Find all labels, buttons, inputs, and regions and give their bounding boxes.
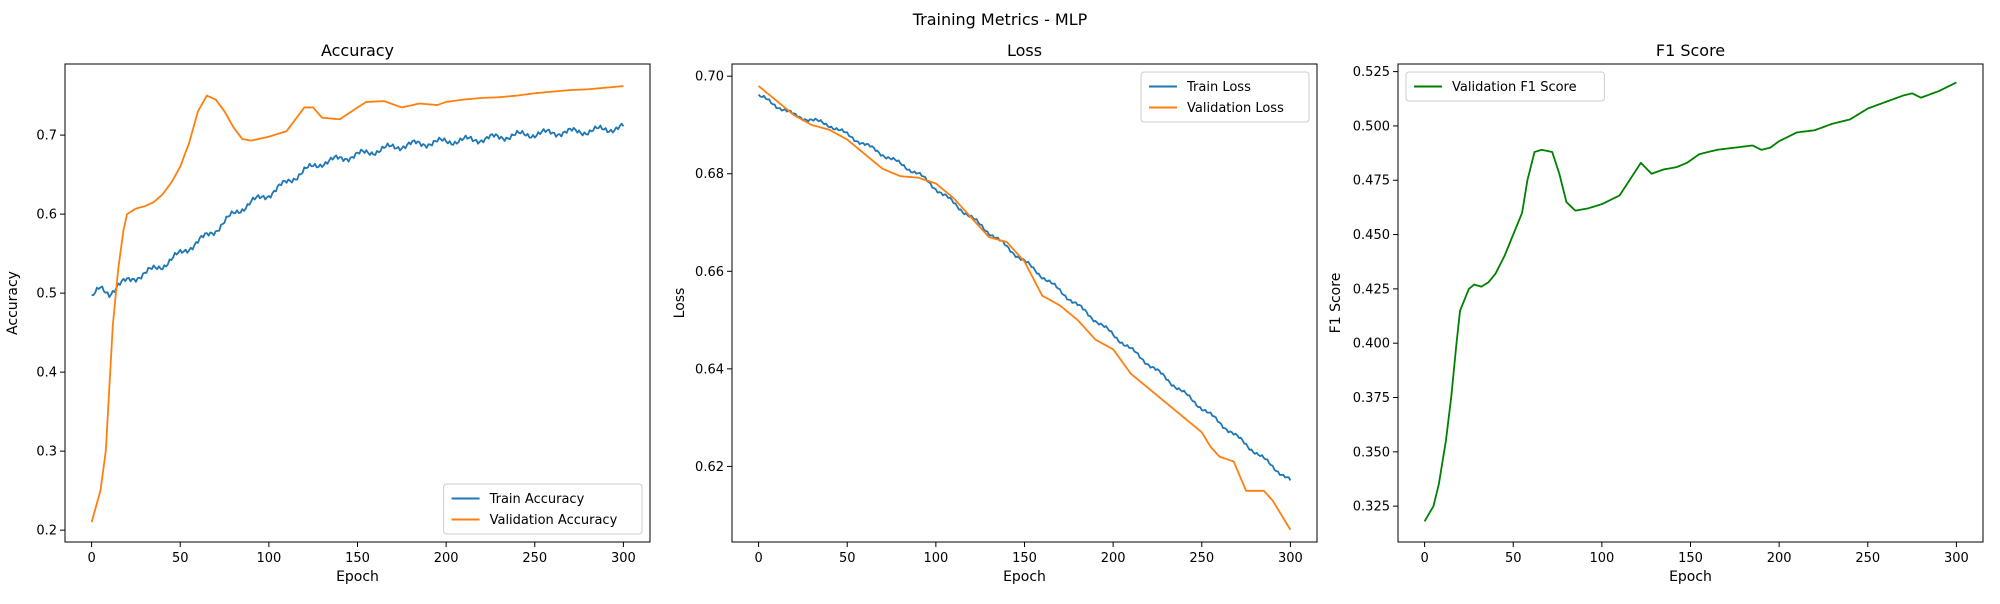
legend: Train Loss Validation Loss — [1140, 71, 1310, 123]
figure-title: Training Metrics - MLP — [912, 10, 1088, 29]
legend: Validation F1 Score — [1405, 71, 1605, 102]
x-axis-label: Epoch — [1669, 569, 1712, 585]
y-tick-label: 0.500 — [1353, 119, 1390, 134]
x-tick-label: 200 — [1767, 551, 1792, 566]
y-tick-label: 0.325 — [1353, 500, 1390, 515]
y-tick-label: 0.70 — [695, 70, 724, 85]
x-axis-label: Epoch — [336, 569, 379, 585]
x-tick-label: 0 — [87, 551, 95, 566]
chart-title: Loss — [1007, 41, 1042, 60]
x-tick-label: 50 — [839, 551, 856, 566]
x-tick-label: 150 — [1678, 551, 1703, 566]
y-tick-label: 0.6 — [36, 208, 57, 223]
x-tick-label: 300 — [611, 551, 636, 566]
x-tick-label: 300 — [1944, 551, 1969, 566]
chart-panel-1: Accuracy 0 50 100 150 200 250 300 0.2 0.3 0.4 0.5 0.… — [5, 41, 651, 585]
legend: Train Accuracy Validation Accuracy — [443, 483, 643, 535]
x-tick-label: 150 — [1012, 551, 1037, 566]
x-tick-label: 150 — [345, 551, 370, 566]
chart-title: Accuracy — [321, 41, 394, 60]
x-tick-label: 300 — [1278, 551, 1303, 566]
legend-box — [1405, 71, 1605, 102]
y-tick-label: 0.425 — [1353, 282, 1390, 297]
y-tick-label: 0.4 — [36, 366, 57, 381]
axes-frame — [1397, 63, 1984, 543]
y-tick-label: 0.400 — [1353, 337, 1390, 352]
series-line-validation-f1-score — [1423, 81, 1957, 522]
y-tick-label: 0.5 — [36, 287, 57, 302]
y-tick-label: 0.450 — [1353, 228, 1390, 243]
chart-panel-2: Loss 0 50 100 150 200 250 300 0.62 0.64 0.66 0.68 0.… — [672, 41, 1318, 585]
series-line-train-accuracy — [91, 122, 625, 299]
x-tick-label: 100 — [923, 551, 948, 566]
y-tick-label: 0.2 — [36, 524, 57, 539]
legend-label: Validation F1 Score — [1452, 80, 1577, 95]
legend-label: Validation Accuracy — [490, 513, 618, 528]
x-tick-label: 50 — [172, 551, 189, 566]
y-tick-label: 0.375 — [1353, 391, 1390, 406]
chart-panel-3: F1 Score 0 50 100 150 200 250 300 0.325 0.350 0.37… — [1328, 41, 1984, 585]
x-tick-label: 250 — [1189, 551, 1214, 566]
axes-frame — [731, 63, 1318, 543]
legend-box — [1140, 71, 1310, 123]
x-tick-label: 100 — [1589, 551, 1614, 566]
x-tick-label: 100 — [256, 551, 281, 566]
x-tick-label: 0 — [754, 551, 762, 566]
y-tick-label: 0.475 — [1353, 174, 1390, 189]
y-tick-label: 0.68 — [695, 167, 724, 182]
y-tick-label: 0.7 — [36, 129, 57, 144]
y-tick-label: 0.62 — [695, 460, 724, 475]
y-tick-label: 0.64 — [695, 362, 724, 377]
x-tick-label: 50 — [1505, 551, 1522, 566]
series-line-train-loss — [757, 93, 1292, 481]
y-tick-label: 0.66 — [695, 265, 724, 280]
y-axis-label: Loss — [672, 288, 688, 319]
x-tick-label: 250 — [1855, 551, 1880, 566]
series-line-validation-loss — [758, 85, 1292, 531]
x-tick-label: 0 — [1420, 551, 1428, 566]
legend-label: Train Loss — [1186, 80, 1251, 95]
legend-label: Validation Loss — [1187, 101, 1284, 116]
x-tick-label: 200 — [434, 551, 459, 566]
y-tick-label: 0.350 — [1353, 445, 1390, 460]
y-tick-label: 0.3 — [36, 445, 57, 460]
legend-box — [443, 483, 643, 535]
x-tick-label: 250 — [522, 551, 547, 566]
y-axis-label: Accuracy — [5, 271, 21, 335]
legend-label: Train Accuracy — [489, 492, 585, 507]
y-tick-label: 0.525 — [1353, 65, 1390, 80]
chart-title: F1 Score — [1656, 41, 1725, 60]
x-axis-label: Epoch — [1003, 569, 1046, 585]
series-line-validation-accuracy — [90, 85, 624, 523]
y-axis-label: F1 Score — [1328, 273, 1344, 334]
x-tick-label: 200 — [1101, 551, 1126, 566]
